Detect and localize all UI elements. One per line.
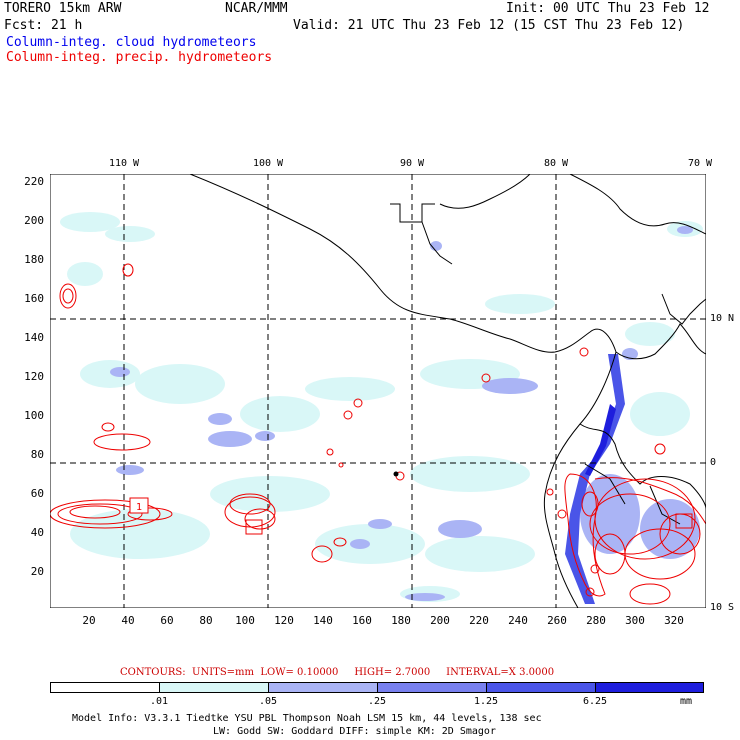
forecast-map: 1 — [50, 174, 706, 608]
physics-info-line: LW: Godd SW: Goddard DIFF: simple KM: 2D… — [213, 726, 496, 737]
lon-label-110w: 110 W — [108, 158, 140, 169]
x-grid-label: 220 — [469, 614, 489, 627]
precip-contours — [50, 263, 706, 605]
x-grid-label: 200 — [430, 614, 450, 627]
legend-color-box — [595, 682, 704, 693]
y-grid-label: 80 — [30, 448, 44, 461]
legend-color-box — [486, 682, 595, 693]
model-title: TORERO 15km ARW — [4, 1, 122, 16]
legend-label: .05 — [258, 696, 278, 707]
x-grid-label: 160 — [352, 614, 372, 627]
lon-label-90w: 90 W — [399, 158, 425, 169]
y-grid-label: 60 — [30, 487, 44, 500]
lon-label-80w: 80 W — [543, 158, 569, 169]
y-grid-label: 140 — [24, 331, 44, 344]
x-grid-label: 280 — [586, 614, 606, 627]
y-grid-label: 220 — [24, 175, 44, 188]
y-grid-label: 160 — [24, 292, 44, 305]
lat-label-equator: 0 — [710, 457, 717, 468]
y-grid-label: 200 — [24, 214, 44, 227]
x-grid-label: 60 — [160, 614, 174, 627]
y-grid-label: 100 — [24, 409, 44, 422]
x-grid-label: 240 — [508, 614, 528, 627]
precip-field-title: Column-integ. precip. hydrometeors — [6, 50, 273, 65]
organization-label: NCAR/MMM — [225, 1, 288, 16]
contours-label: CONTOURS: — [120, 667, 186, 678]
legend-label: .25 — [367, 696, 387, 707]
contour-label-box — [129, 497, 149, 514]
x-grid-label: 320 — [664, 614, 684, 627]
y-grid-label: 20 — [30, 565, 44, 578]
y-grid-label: 180 — [24, 253, 44, 266]
graticule — [50, 174, 706, 608]
coastlines — [189, 174, 706, 608]
forecast-hour: Fcst: 21 h — [4, 18, 83, 33]
x-grid-label: 300 — [625, 614, 645, 627]
x-grid-label: 180 — [391, 614, 411, 627]
x-grid-label: 140 — [313, 614, 333, 627]
x-grid-label: 40 — [121, 614, 135, 627]
lon-label-70w: 70 W — [687, 158, 713, 169]
contours-interval: INTERVAL=X 3.0000 — [446, 667, 555, 678]
lat-label-10n: 10 N — [710, 313, 735, 324]
andes-precip-band — [565, 354, 625, 604]
legend-label: .01 — [149, 696, 169, 707]
lat-label-10s: 10 S — [710, 602, 735, 613]
contours-high: HIGH= 2.7000 — [354, 667, 431, 678]
valid-time: Valid: 21 UTC Thu 23 Feb 12 (15 CST Thu … — [293, 18, 685, 33]
init-time: Init: 00 UTC Thu 23 Feb 12 — [506, 1, 710, 16]
contours-info: CONTOURS: UNITS=mm LOW= 0.10000 HIGH= 2.… — [120, 667, 554, 678]
x-grid-label: 260 — [547, 614, 567, 627]
y-grid-label: 120 — [24, 370, 44, 383]
legend-color-box — [268, 682, 377, 693]
legend-unit: mm — [679, 696, 693, 707]
legend-label: 6.25 — [582, 696, 608, 707]
x-grid-label: 80 — [199, 614, 213, 627]
high-marker-box — [675, 513, 693, 529]
high-marker-box — [245, 519, 263, 535]
legend-label: 1.25 — [473, 696, 499, 707]
legend-color-box — [377, 682, 486, 693]
legend-color-box — [159, 682, 268, 693]
station-dots — [393, 471, 399, 477]
cloud-field-title: Column-integ. cloud hydrometeors — [6, 35, 257, 50]
x-grid-label: 20 — [82, 614, 96, 627]
y-grid-label: 40 — [30, 526, 44, 539]
model-info-line: Model Info: V3.3.1 Tiedtke YSU PBL Thomp… — [72, 713, 542, 724]
legend-color-box — [50, 682, 159, 693]
x-grid-label: 120 — [274, 614, 294, 627]
contour-label: 1 — [136, 502, 142, 513]
lon-label-100w: 100 W — [252, 158, 284, 169]
contours-units: UNITS=mm — [192, 667, 255, 678]
contours-low: LOW= 0.10000 — [260, 667, 339, 678]
x-grid-label: 100 — [235, 614, 255, 627]
